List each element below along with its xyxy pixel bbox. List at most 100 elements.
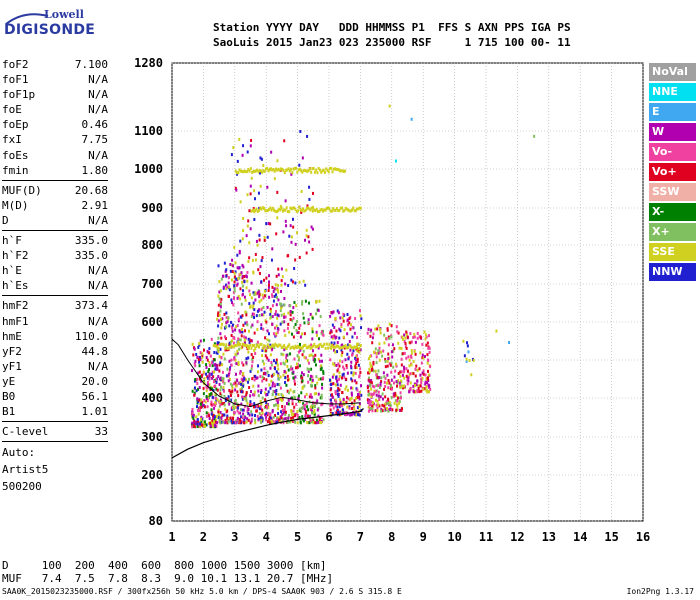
echo-point xyxy=(336,341,339,345)
logo-top-text: Lowell xyxy=(44,8,84,21)
echo-point xyxy=(394,369,397,373)
echo-point xyxy=(245,393,248,397)
parameters-panel: foF2 7.100 foF1 N/A foF1p N/A foE N/A foEp 0.46 fx… xyxy=(2,57,108,495)
echo-point xyxy=(343,328,346,332)
echo-point xyxy=(424,333,427,337)
echo-point xyxy=(389,363,392,367)
echo-point xyxy=(245,311,248,315)
echo-point xyxy=(359,371,362,375)
echo-band-point xyxy=(246,170,249,174)
x-tick-label: 11 xyxy=(479,530,493,544)
echo-band-point xyxy=(216,346,219,350)
echo-point xyxy=(198,406,201,410)
echo-point xyxy=(216,351,219,355)
echo-point xyxy=(275,398,278,402)
echo-point xyxy=(223,261,226,265)
echo-point xyxy=(222,389,225,393)
echo-band-point xyxy=(318,343,321,347)
echo-point xyxy=(231,339,234,343)
echo-point xyxy=(345,366,348,370)
echo-point xyxy=(303,407,306,411)
distance-row: D 100 200 400 600 800 1000 1500 3000 [km… xyxy=(2,559,327,572)
echo-point xyxy=(263,278,266,282)
param-label: hmF1 xyxy=(2,314,29,328)
echo-point xyxy=(370,364,373,368)
echo-point xyxy=(239,287,242,291)
echo-point xyxy=(269,366,272,370)
echo-point xyxy=(202,386,205,390)
echo-band-point xyxy=(298,345,301,349)
echo-band-point xyxy=(290,345,293,349)
echo-point xyxy=(422,369,425,373)
echo-point xyxy=(299,129,302,133)
echo-point xyxy=(310,353,313,357)
echo-point xyxy=(241,280,244,284)
echo-band-point xyxy=(336,167,339,171)
echo-band-point xyxy=(215,344,218,348)
echo-point xyxy=(422,387,425,391)
echo-point xyxy=(289,317,292,321)
echo-point xyxy=(393,375,396,379)
echo-point xyxy=(281,408,284,412)
echo-point xyxy=(207,421,210,425)
echo-point xyxy=(277,290,280,294)
echo-point xyxy=(255,314,258,318)
echo-point xyxy=(294,258,297,262)
echo-point xyxy=(236,409,239,413)
echo-point xyxy=(212,402,215,406)
echo-band-point xyxy=(315,207,318,211)
echo-point xyxy=(318,299,321,303)
echo-point xyxy=(401,384,404,388)
echo-point xyxy=(195,420,198,424)
echo-point xyxy=(254,418,257,422)
param-label: foE xyxy=(2,103,22,117)
echo-point xyxy=(215,424,218,428)
echo-point xyxy=(378,346,381,350)
echo-band-point xyxy=(268,168,271,172)
echo-point xyxy=(246,193,249,197)
echo-point xyxy=(355,413,358,417)
echo-point xyxy=(250,281,253,285)
echo-band-point xyxy=(282,168,285,172)
echo-point xyxy=(377,390,380,394)
echo-point xyxy=(388,401,391,405)
echo-point xyxy=(258,411,261,415)
y-tick-label: 80 xyxy=(149,514,163,528)
echo-point xyxy=(397,371,400,375)
echo-point xyxy=(409,388,412,392)
echo-point xyxy=(233,284,236,288)
echo-point xyxy=(295,231,298,235)
echo-point xyxy=(263,238,266,242)
echo-point xyxy=(230,298,233,302)
echo-point xyxy=(247,350,250,354)
echo-point xyxy=(286,254,289,258)
echo-band-point xyxy=(315,168,318,172)
echo-point xyxy=(244,336,247,340)
echo-point xyxy=(294,375,297,379)
echo-point xyxy=(266,345,269,349)
echo-band-point xyxy=(330,209,333,213)
echo-point xyxy=(318,337,321,341)
param-row: foE N/A xyxy=(2,102,108,117)
echo-point xyxy=(205,414,208,418)
echo-band-point xyxy=(236,343,239,347)
echo-point xyxy=(310,420,313,424)
echo-band-point xyxy=(224,346,227,350)
echo-point xyxy=(353,407,356,411)
echo-point xyxy=(300,391,303,395)
echo-point xyxy=(210,392,213,396)
echo-point xyxy=(377,384,380,388)
echo-point xyxy=(379,383,382,387)
echo-point xyxy=(329,378,332,382)
echo-point xyxy=(376,406,379,410)
echo-point xyxy=(265,222,268,226)
echo-point xyxy=(236,351,239,355)
echo-point xyxy=(279,204,282,208)
echo-point xyxy=(406,369,409,373)
echo-point xyxy=(197,387,200,391)
echo-point xyxy=(217,324,220,328)
echo-point xyxy=(396,404,399,408)
echo-band-point xyxy=(253,169,256,173)
echo-point xyxy=(262,305,265,309)
param-label: yF1 xyxy=(2,359,22,373)
